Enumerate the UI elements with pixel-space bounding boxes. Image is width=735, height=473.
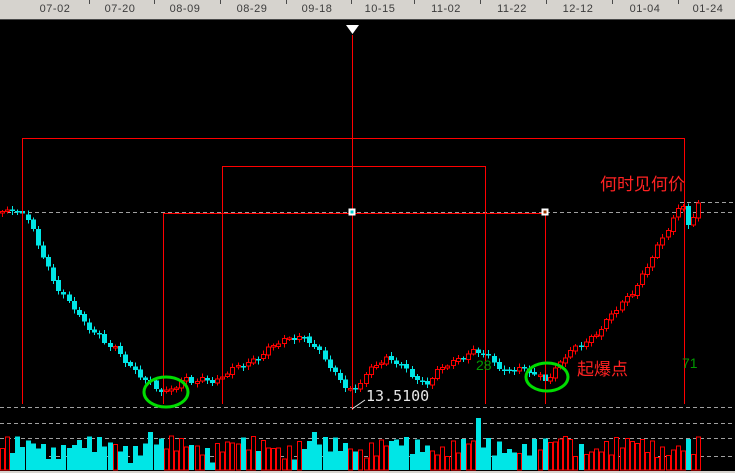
grid-lines: [0, 202, 735, 457]
highlight-ellipse[interactable]: [142, 375, 190, 409]
axis-tick: [546, 0, 547, 4]
axis-tick: [220, 0, 221, 4]
date-axis: 07-02 07-20 08-09 08-29 09-18 10-15 11-02 11-22…: [0, 0, 735, 20]
low-price-label: 13.5100: [366, 387, 430, 405]
candle-series: [0, 200, 701, 396]
axis-date-label: 11-22: [497, 3, 527, 15]
volume-bars: [0, 418, 701, 471]
axis-tick: [89, 0, 90, 4]
bar-count-left-label: 28: [476, 357, 492, 373]
axis-tick: [351, 0, 352, 4]
axis-date-label: 01-24: [692, 3, 724, 15]
axis-date-label: 07-02: [39, 3, 71, 15]
annotation-trigger-text: 起爆点: [577, 360, 628, 379]
axis-date-label: 01-04: [629, 3, 661, 15]
price-leader-line: [351, 399, 366, 410]
axis-tick: [480, 0, 481, 4]
axis-date-label: 10-15: [364, 3, 396, 15]
axis-date-label: 08-29: [236, 3, 268, 15]
selection-handle[interactable]: [348, 208, 356, 216]
annotation-question-text: 何时见何价: [600, 175, 685, 194]
axis-date-label: 12-12: [562, 3, 594, 15]
bar-count-right-label: 71: [682, 355, 698, 371]
axis-date-label: 11-02: [431, 3, 461, 15]
crosshair-marker-icon[interactable]: [346, 25, 359, 34]
drawing-rect[interactable]: [163, 213, 546, 405]
axis-tick: [414, 0, 415, 4]
drawing-rect[interactable]: [22, 138, 685, 405]
selection-handle[interactable]: [541, 208, 549, 216]
axis-date-label: 08-09: [169, 3, 201, 15]
drawing-rect[interactable]: [222, 166, 486, 405]
highlight-ellipse[interactable]: [524, 361, 570, 393]
axis-tick: [612, 0, 613, 4]
axis-date-label: 07-20: [104, 3, 136, 15]
axis-tick: [678, 0, 679, 4]
window-bottom-edge: [0, 471, 735, 473]
axis-tick: [154, 0, 155, 4]
axis-tick: [286, 0, 287, 4]
axis-date-label: 09-18: [301, 3, 333, 15]
